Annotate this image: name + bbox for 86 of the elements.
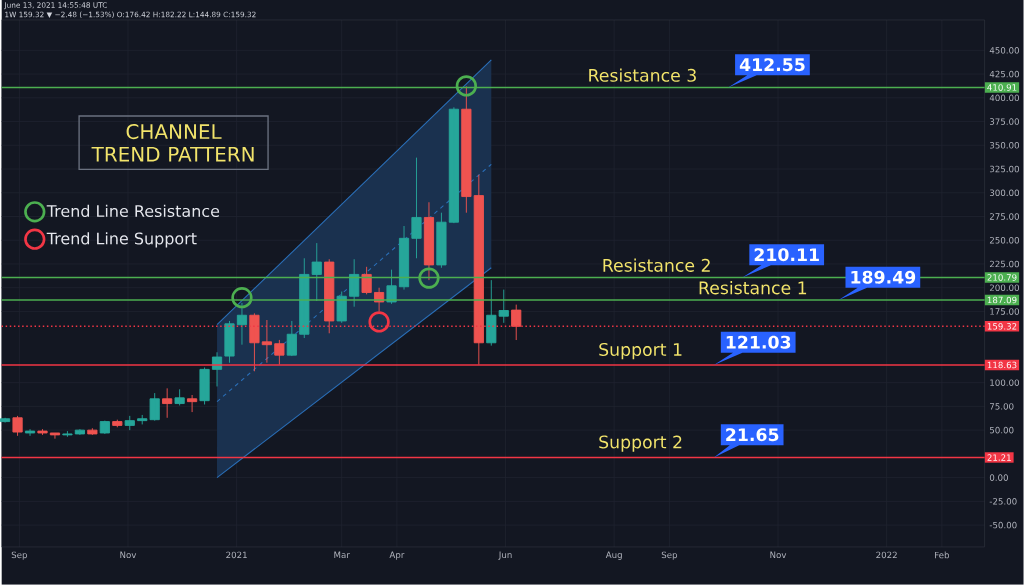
x-tick-label: Feb bbox=[935, 551, 950, 559]
candlestick bbox=[62, 430, 73, 438]
candlestick bbox=[236, 302, 248, 346]
y-tick-label: 225.00 bbox=[989, 260, 1019, 268]
x-tick-label: Mar bbox=[334, 551, 350, 559]
candlestick bbox=[398, 225, 410, 291]
y-tick-label: 200.00 bbox=[989, 284, 1019, 292]
candlestick bbox=[349, 258, 360, 308]
candlestick bbox=[423, 201, 435, 281]
y-tick-label: 350.00 bbox=[989, 142, 1019, 149]
y-tick-label: 175.00 bbox=[990, 308, 1019, 315]
legend-label: Trend Line Resistance bbox=[46, 204, 220, 218]
candlestick bbox=[249, 312, 260, 372]
candlestick bbox=[162, 387, 173, 419]
candlestick bbox=[473, 174, 484, 366]
text: CHANNEL TREND PATTERN bbox=[91, 124, 254, 162]
point bbox=[455, 75, 477, 97]
y-tick-label: 325.00 bbox=[989, 165, 1019, 173]
y-tick-label: 275.00 bbox=[989, 213, 1019, 220]
x-tick-label: Nov bbox=[770, 551, 787, 559]
annotation: Resistance 1 bbox=[699, 281, 807, 295]
candlestick bbox=[187, 394, 198, 413]
x-tick-label: Sep bbox=[11, 551, 28, 560]
annotation: 189.49 bbox=[851, 270, 916, 284]
y-tick-label: -50.00 bbox=[989, 521, 1017, 529]
candlestick bbox=[199, 367, 210, 406]
annotation: Support 1 bbox=[599, 343, 682, 360]
annotation: 21.65 bbox=[726, 428, 779, 442]
candlestick bbox=[436, 212, 447, 269]
candlestick bbox=[261, 319, 272, 364]
candlestick bbox=[174, 388, 185, 406]
candlestick bbox=[461, 86, 472, 214]
candlestick bbox=[99, 420, 110, 435]
candlestick bbox=[74, 428, 85, 436]
point bbox=[231, 287, 253, 309]
x-tick-label: Apr bbox=[389, 551, 405, 560]
candlestick bbox=[274, 339, 285, 366]
ref-line-label: 187.09 bbox=[987, 296, 1017, 304]
candlestick bbox=[411, 157, 422, 259]
ref-line-label: 21.21 bbox=[987, 454, 1011, 461]
y-tick-label: 50.00 bbox=[989, 426, 1014, 434]
ref-line-label: 210.79 bbox=[987, 274, 1017, 281]
candlestick bbox=[49, 432, 61, 440]
legend-label: Trend Line Support bbox=[46, 232, 197, 248]
x-tick-label: Sep bbox=[661, 551, 678, 560]
candlestick bbox=[0, 417, 11, 424]
candlestick bbox=[112, 419, 123, 428]
x-tick-label: 2022 bbox=[876, 551, 897, 559]
y-tick-label: 300.00 bbox=[989, 189, 1019, 197]
candlestick bbox=[286, 320, 297, 357]
y-tick-label: 450.00 bbox=[989, 47, 1019, 54]
ref-line-label: 410.91 bbox=[987, 84, 1017, 91]
y-tick-label: 75.00 bbox=[990, 403, 1014, 410]
annotation: Resistance 3 bbox=[589, 68, 696, 82]
point bbox=[368, 311, 390, 333]
annotation: Resistance 2 bbox=[603, 258, 710, 272]
annotation: 210.11 bbox=[754, 248, 819, 262]
candlestick bbox=[224, 320, 235, 364]
y-tick-label: -25.00 bbox=[989, 498, 1017, 505]
annotation: 121.03 bbox=[726, 335, 791, 349]
annotation: Support 2 bbox=[599, 435, 682, 452]
y-tick-label: 100.00 bbox=[990, 379, 1019, 387]
candlestick bbox=[386, 269, 397, 305]
candlestick bbox=[361, 266, 372, 295]
x-tick-label: Jun bbox=[498, 551, 512, 560]
point bbox=[418, 267, 440, 289]
candlestick bbox=[24, 428, 36, 437]
annotation: 412.55 bbox=[739, 58, 805, 72]
candlestick bbox=[124, 415, 135, 431]
y-tick-label: 0.00 bbox=[989, 474, 1008, 481]
x-tick-label: 2021 bbox=[226, 551, 247, 559]
y-tick-label: 425.00 bbox=[989, 70, 1019, 78]
ref-line-label: 118.63 bbox=[987, 361, 1017, 369]
candlestick bbox=[37, 428, 48, 436]
candlestick bbox=[336, 291, 347, 324]
candlestick bbox=[324, 258, 335, 334]
candlestick bbox=[12, 415, 23, 437]
y-tick-label: 250.00 bbox=[989, 237, 1019, 244]
x-tick-label: Nov bbox=[120, 551, 137, 559]
candlestick bbox=[511, 304, 522, 341]
candlestick bbox=[87, 427, 98, 436]
y-tick-label: 400.00 bbox=[989, 94, 1019, 102]
y-tick-label: 375.00 bbox=[989, 118, 1019, 125]
ref-line-label: 159.32 bbox=[987, 323, 1017, 330]
x-tick-label: Aug bbox=[605, 551, 622, 560]
candlestick bbox=[448, 106, 459, 224]
